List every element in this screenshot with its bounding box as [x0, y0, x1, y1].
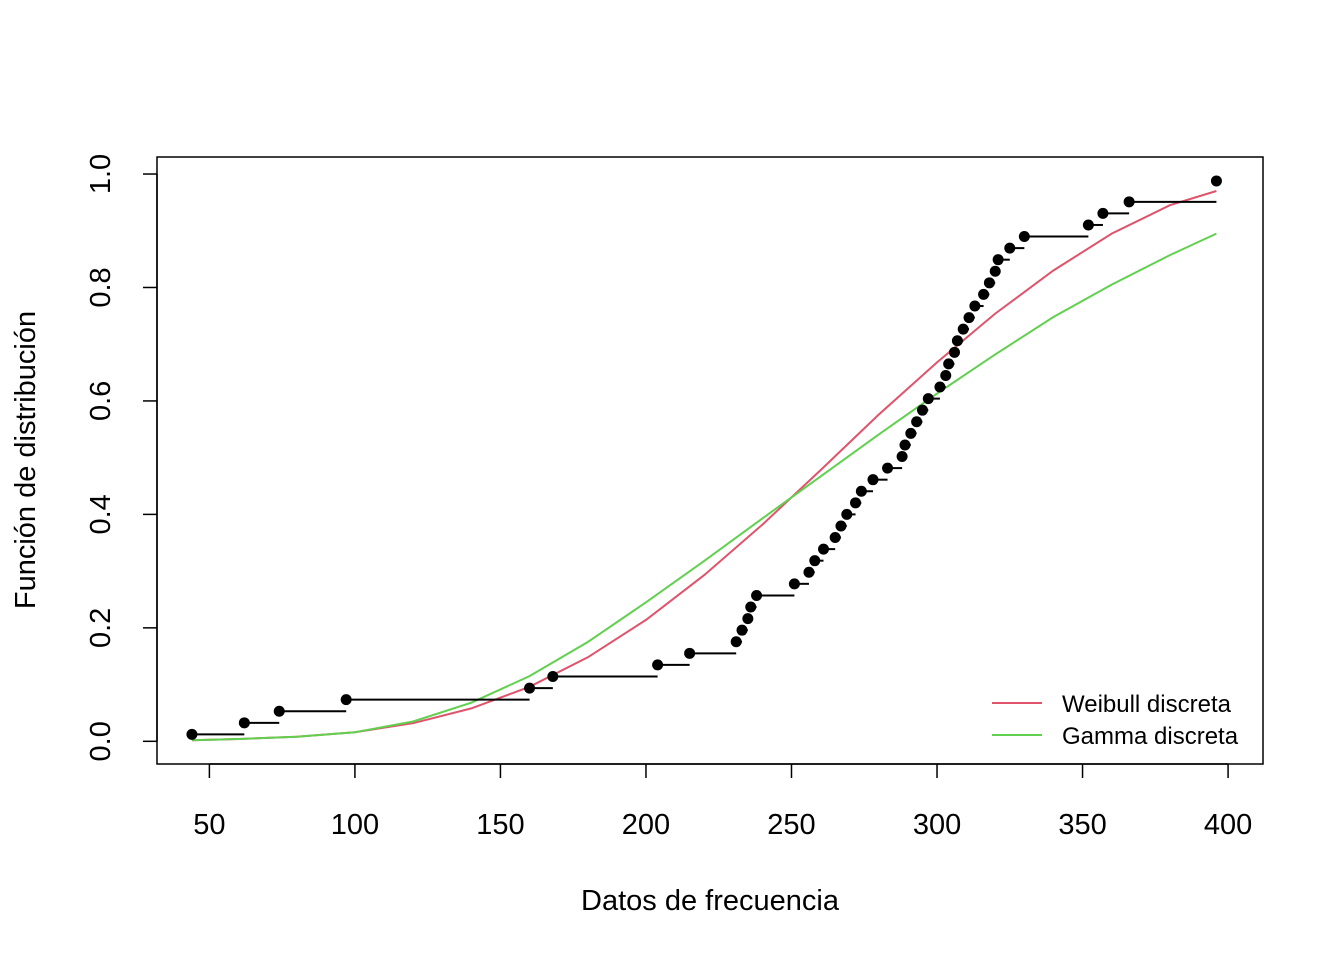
ecdf-point [940, 369, 952, 381]
ecdf-point [684, 647, 696, 659]
series-line-gamma [191, 232, 1217, 742]
ecdf-point [867, 474, 879, 486]
ecdf-point [1210, 175, 1222, 187]
x-tick-label: 150 [476, 809, 524, 841]
x-axis-label: Datos de frecuencia [581, 885, 840, 917]
legend-label-gamma: Gamma discreta [1062, 723, 1239, 750]
ecdf-point [850, 497, 862, 509]
ecdf-point [978, 288, 990, 300]
ecdf-point [992, 254, 1004, 266]
series-line-weibull [191, 190, 1217, 742]
ecdf-point [882, 462, 894, 474]
y-tick-label: 0.2 [85, 608, 117, 648]
ecdf-point [238, 717, 250, 729]
ecdf-point [1097, 207, 1109, 219]
ecdf-point [1082, 219, 1094, 231]
ecdf-point [1004, 242, 1016, 254]
ecdf-point [855, 485, 867, 497]
ecdf-point [809, 555, 821, 567]
ecdf-point [841, 508, 853, 520]
x-tick-label: 100 [331, 809, 379, 841]
ecdf-point [803, 566, 815, 578]
ecdf-point [730, 636, 742, 648]
ecdf-point [745, 601, 757, 613]
ecdf-point [899, 439, 911, 451]
ecdf-point [969, 300, 981, 312]
y-tick-label: 0.8 [85, 267, 117, 307]
ecdf-point [736, 624, 748, 636]
ecdf-point [957, 323, 969, 335]
y-tick-label: 0.4 [85, 494, 117, 534]
ecdf-point [788, 578, 800, 590]
ecdf-point [951, 335, 963, 347]
ecdf-point [963, 312, 975, 324]
ecdf-point [340, 694, 352, 706]
ecdf-point [1018, 231, 1030, 243]
points-layer [186, 175, 1222, 740]
series-layer [191, 190, 1217, 742]
ecdf-point [547, 670, 559, 682]
x-tick-label: 350 [1058, 809, 1106, 841]
x-tick-label: 50 [193, 809, 225, 841]
y-tick-label: 0.6 [85, 381, 117, 421]
ecdf-point [751, 589, 763, 601]
y-tick-label: 1.0 [85, 154, 117, 194]
ecdf-point [273, 705, 285, 717]
ecdf-point [916, 404, 928, 416]
ecdf-point [948, 346, 960, 358]
ecdf-point [818, 543, 830, 555]
ecdf-point [934, 381, 946, 393]
ecdf-point [652, 659, 664, 671]
ecdf-point [905, 427, 917, 439]
x-tick-label: 200 [622, 809, 670, 841]
legend: Weibull discreta Gamma discreta [992, 691, 1239, 750]
ecdf-point [186, 728, 198, 740]
x-tick-label: 300 [913, 809, 961, 841]
legend-label-weibull: Weibull discreta [1062, 691, 1232, 718]
ecdf-point [835, 520, 847, 532]
ecdf-point [943, 358, 955, 370]
ecdf-point [896, 451, 908, 463]
ecdf-point [983, 277, 995, 289]
x-tick-label: 400 [1204, 809, 1252, 841]
ecdf-point [524, 682, 536, 694]
ecdf-point [829, 532, 841, 544]
ecdf-point [742, 613, 754, 625]
ecdf-point [1123, 196, 1135, 208]
ecdf-point [989, 265, 1001, 277]
y-axis-label: Función de distribución [10, 311, 42, 609]
y-tick-label: 0.0 [85, 721, 117, 761]
x-tick-label: 250 [767, 809, 815, 841]
ecdf-point [922, 393, 934, 405]
ecdf-point [911, 416, 923, 428]
plot-frame [156, 156, 1264, 765]
